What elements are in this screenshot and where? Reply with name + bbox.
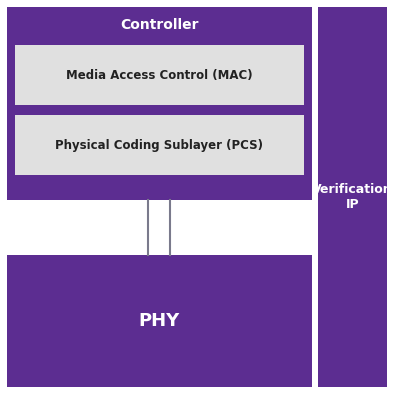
Bar xyxy=(7,255,312,387)
Bar xyxy=(15,45,304,105)
Text: PHY: PHY xyxy=(139,312,180,330)
Bar xyxy=(15,115,304,175)
Bar xyxy=(7,7,312,200)
Text: Verification
IP: Verification IP xyxy=(312,183,393,211)
Text: Controller: Controller xyxy=(120,18,199,32)
Bar xyxy=(318,7,387,387)
Bar xyxy=(7,200,312,255)
Text: Physical Coding Sublayer (PCS): Physical Coding Sublayer (PCS) xyxy=(56,139,264,152)
Text: Media Access Control (MAC): Media Access Control (MAC) xyxy=(66,69,253,82)
